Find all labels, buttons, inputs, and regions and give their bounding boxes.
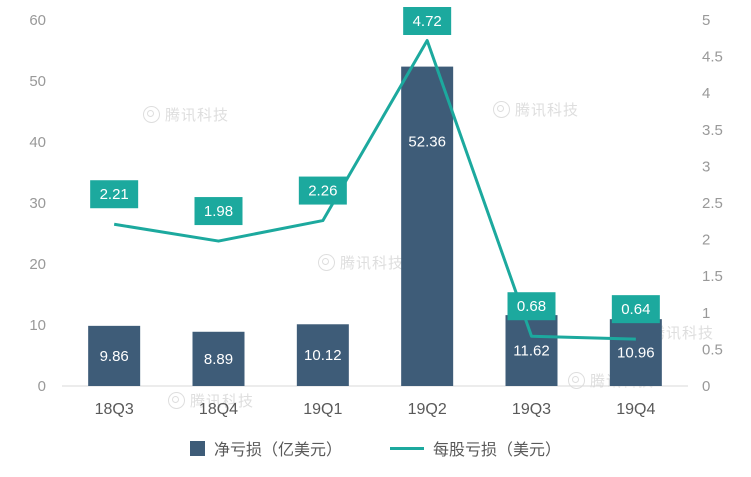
bar-18Q3 xyxy=(88,325,141,386)
bar-value-label: 11.62 xyxy=(513,343,549,360)
line-value-label: 2.21 xyxy=(100,186,129,203)
bar-18Q4 xyxy=(192,331,245,386)
right-axis-tick: 2.5 xyxy=(702,195,723,212)
right-axis-tick: 4.5 xyxy=(702,49,723,66)
watermark-text: 腾讯科技 xyxy=(340,255,405,272)
chart-legend: 净亏损（亿美元） 每股亏损（美元） xyxy=(0,436,751,460)
right-axis-tick: 1.5 xyxy=(702,268,723,285)
left-axis-tick: 40 xyxy=(29,134,46,151)
watermark-text: 腾讯科技 xyxy=(190,393,255,410)
tencent-tech-watermark-icon xyxy=(318,254,335,271)
bar-19Q3 xyxy=(505,315,558,386)
x-axis-label-18Q4: 18Q4 xyxy=(199,401,238,418)
x-axis-label-19Q4: 19Q4 xyxy=(616,401,655,418)
line-value-box xyxy=(90,180,139,209)
line-value-box xyxy=(611,295,660,324)
tencent-tech-watermark: 腾讯科技 xyxy=(318,252,404,273)
right-axis-tick: 0 xyxy=(702,378,710,395)
line-series-swatch xyxy=(390,446,424,450)
line-value-label: 0.68 xyxy=(517,298,546,315)
right-axis-tick: 1 xyxy=(702,305,710,322)
x-axis-label-19Q2: 19Q2 xyxy=(408,401,447,418)
line-value-box xyxy=(194,197,243,226)
bar-value-label: 10.96 xyxy=(617,345,655,362)
left-axis-tick: 0 xyxy=(38,378,46,395)
bar-19Q1 xyxy=(296,324,349,386)
x-axis-label-18Q3: 18Q3 xyxy=(95,401,134,418)
right-axis-tick: 2 xyxy=(702,232,710,249)
right-axis-tick: 3.5 xyxy=(702,122,723,139)
tencent-tech-watermark-icon xyxy=(168,392,185,409)
bar-19Q2 xyxy=(401,66,454,386)
legend-item-net-loss: 净亏损（亿美元） xyxy=(189,436,342,460)
left-axis-tick: 50 xyxy=(29,73,46,90)
line-value-box xyxy=(298,176,347,205)
bar-19Q4 xyxy=(609,319,662,386)
legend-label-net-loss: 净亏损（亿美元） xyxy=(213,442,342,459)
bar-series-swatch xyxy=(189,440,205,456)
watermark-text: 腾讯科技 xyxy=(650,325,715,342)
left-axis-tick: 30 xyxy=(29,195,46,212)
left-axis-tick: 60 xyxy=(29,12,46,29)
x-axis-label-19Q3: 19Q3 xyxy=(512,401,551,418)
line-value-label: 1.98 xyxy=(204,203,233,220)
tencent-tech-watermark: 腾讯科技 xyxy=(143,104,229,125)
legend-label-loss-per-share: 每股亏损（美元） xyxy=(433,442,562,459)
watermark-text: 腾讯科技 xyxy=(515,102,580,119)
line-value-box xyxy=(403,7,452,35)
right-axis-tick: 3 xyxy=(702,158,710,175)
right-axis-tick: 5 xyxy=(702,12,710,29)
bar-value-label: 8.89 xyxy=(204,351,233,368)
legend-item-loss-per-share: 每股亏损（美元） xyxy=(390,436,561,460)
loss-per-share-line xyxy=(113,38,636,341)
tencent-tech-watermark-icon xyxy=(143,106,160,123)
tencent-tech-watermark-icon xyxy=(493,101,510,118)
right-axis-tick: 4 xyxy=(702,85,710,102)
line-value-box xyxy=(507,292,556,321)
right-axis-tick: 0.5 xyxy=(702,341,723,358)
bar-value-label: 10.12 xyxy=(304,347,342,364)
line-value-label: 2.26 xyxy=(308,183,337,200)
line-value-label: 4.72 xyxy=(413,13,442,30)
line-value-label: 0.64 xyxy=(621,301,650,318)
tencent-tech-watermark: 腾讯科技 xyxy=(168,390,254,411)
bar-value-label: 52.36 xyxy=(408,134,446,151)
tencent-tech-watermark: 腾讯科技 xyxy=(493,99,579,120)
bar-value-label: 9.86 xyxy=(100,348,129,365)
watermark-text: 腾讯科技 xyxy=(165,107,230,124)
x-axis-label-19Q1: 19Q1 xyxy=(303,401,342,418)
tencent-tech-watermark-icon xyxy=(568,372,585,389)
left-axis-tick: 10 xyxy=(29,317,46,334)
left-axis-tick: 20 xyxy=(29,256,46,273)
